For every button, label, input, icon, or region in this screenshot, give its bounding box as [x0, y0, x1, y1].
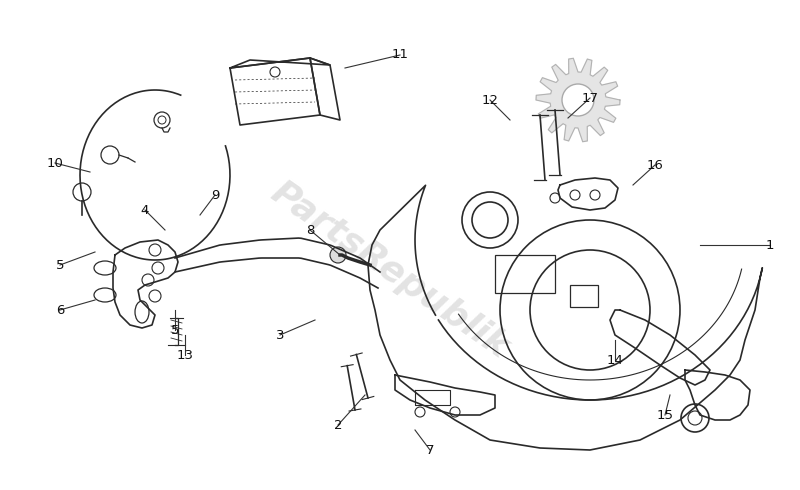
Text: 5: 5 — [56, 259, 64, 271]
Text: 9: 9 — [211, 189, 219, 201]
Text: 12: 12 — [482, 94, 498, 106]
Text: PartsRepublik: PartsRepublik — [265, 175, 515, 365]
Text: 5: 5 — [170, 323, 179, 337]
Text: 15: 15 — [657, 409, 674, 421]
Circle shape — [330, 247, 346, 263]
Text: 3: 3 — [276, 328, 284, 342]
Text: 2: 2 — [334, 418, 342, 432]
Text: 6: 6 — [56, 303, 64, 317]
Text: 10: 10 — [46, 156, 63, 170]
Circle shape — [562, 84, 594, 116]
Text: 7: 7 — [426, 443, 434, 457]
Text: 16: 16 — [646, 158, 663, 172]
Text: 14: 14 — [606, 353, 623, 367]
Text: 1: 1 — [766, 239, 774, 251]
Text: 17: 17 — [582, 92, 598, 104]
Bar — [495, 255, 555, 293]
Text: 8: 8 — [306, 223, 314, 237]
Text: 11: 11 — [391, 49, 409, 62]
Bar — [570, 285, 598, 307]
Text: 13: 13 — [177, 348, 194, 362]
Text: 4: 4 — [141, 203, 149, 217]
Polygon shape — [536, 58, 620, 142]
